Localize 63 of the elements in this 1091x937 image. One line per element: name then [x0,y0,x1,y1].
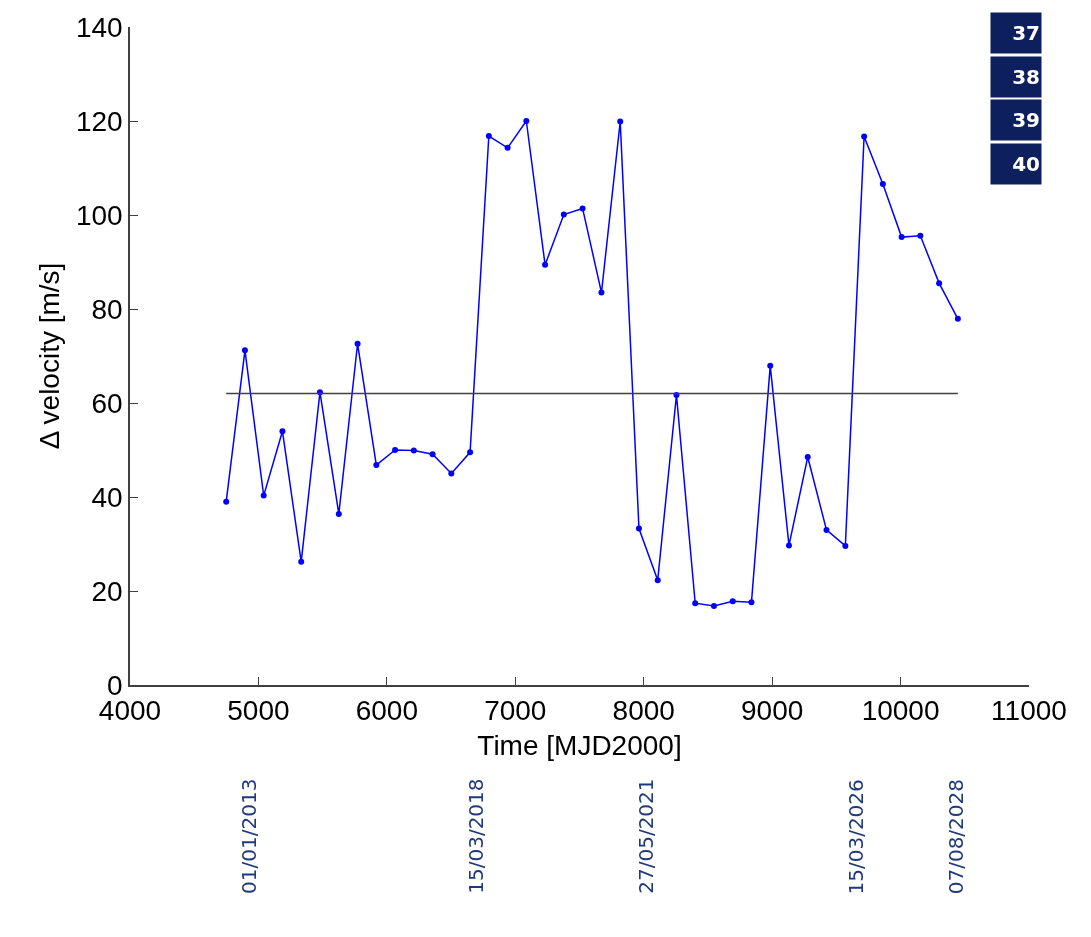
point [936,280,943,287]
point [748,599,755,606]
y-tick-label: 60 [91,387,123,419]
y-tick-label: 40 [91,481,123,513]
point [223,498,230,505]
y-tick-label: 100 [75,199,123,231]
x-tick-label: 5000 [227,695,290,727]
point [279,428,286,435]
y-tick-label: 120 [75,105,123,137]
point [241,347,248,354]
point [842,542,849,549]
point [617,118,624,125]
y-tick-label: 140 [75,11,123,43]
point [467,449,474,456]
point [560,211,567,218]
point [710,603,717,610]
point [729,598,736,605]
point [523,118,530,124]
x-tick-label: 6000 [355,695,419,727]
point [861,133,868,140]
text: 15/03/2018 [464,778,489,894]
point [879,180,886,187]
point [410,447,417,454]
x-axis-title: Time [MJD2000] [477,729,682,761]
point [785,542,792,549]
text: 27/05/2021 [633,778,658,894]
point [804,454,811,461]
point [335,510,342,517]
point [635,525,642,532]
point [767,362,774,369]
point [823,526,830,533]
y-tick-label: 80 [91,293,123,325]
point [448,470,455,477]
point [917,232,924,239]
point [954,315,961,322]
y-axis-title: Δ velocity [m/s] [34,262,66,450]
x-tick-label: 10000 [861,695,940,727]
point [429,451,436,458]
point [692,600,699,607]
point [654,577,661,584]
text: 01/01/2013 [236,778,261,894]
y-tick-label: 20 [91,575,123,607]
point [373,462,380,469]
x-tick-label: 8000 [612,695,675,727]
x-tick-label: 7000 [484,695,547,727]
point [298,558,305,565]
annotation: 38 [1012,65,1040,89]
annotation: 39 [1012,108,1040,132]
annotation: 40 [1012,152,1040,176]
x-tick-label: 11000 [991,695,1067,727]
point [354,340,361,347]
annotation: 37 [1012,21,1040,45]
point [392,447,399,453]
point [542,261,549,268]
point [504,144,511,151]
point [598,289,605,296]
text: 07/08/2028 [944,779,969,895]
x-tick-label: 9000 [740,695,804,727]
text: 15/03/2026 [844,779,869,895]
point [898,234,905,241]
point [485,133,492,140]
point [579,205,586,212]
point [260,492,267,499]
